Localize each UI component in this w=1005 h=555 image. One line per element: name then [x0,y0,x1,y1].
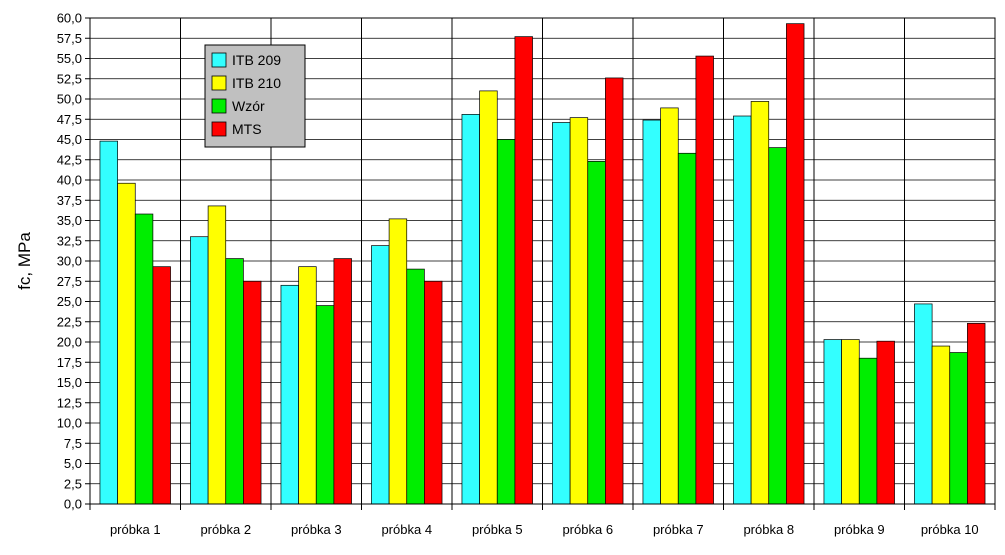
y-tick-label: 22,5 [57,314,82,329]
legend-swatch [211,121,227,137]
y-tick-label: 5,0 [64,456,82,471]
y-tick-label: 55,0 [57,51,82,66]
bar-mts-6 [605,77,624,505]
y-tick-label: 15,0 [57,375,82,390]
y-tick-label: 25,0 [57,294,82,309]
y-tick-label: 32,5 [57,233,82,248]
legend: ITB 209 ITB 210 Wzór MTS [204,44,306,148]
bar-itb-210-6 [569,117,589,505]
legend-swatch [211,75,227,91]
y-tick-label: 35,0 [57,213,82,228]
bar-mts-8 [786,23,805,505]
x-tick-label: próbka 10 [921,522,979,537]
x-tick-label: próbka 5 [472,522,523,537]
y-tick-label: 10,0 [57,416,82,431]
bar-mts-4 [424,280,443,505]
bar-mts-2 [243,280,262,505]
bar-mts-7 [695,55,714,505]
bar-mts-1 [152,266,171,505]
y-tick-label: 42,5 [57,152,82,167]
y-tick-labels: 0,0 2,5 5,0 7,5 10,0 12,5 15,0 17,5 20,0 22,5 25,0… [57,11,82,512]
bar-itb-210-7 [660,107,679,505]
bar-wz-r-2 [225,258,244,505]
legend-swatch [211,52,227,68]
bar-mts-10 [967,323,986,505]
y-tick-label: 47,5 [57,112,82,127]
bar-itb-209-9 [823,339,842,505]
bar-itb-209-8 [733,115,752,505]
bar-itb-210-10 [931,345,951,505]
bar-itb-209-3 [280,284,299,505]
bar-itb-210-5 [479,90,498,505]
bar-itb-209-7 [642,119,661,505]
y-axis-label: fc, MPa [15,232,34,290]
bar-wz-r-5 [496,139,516,505]
y-tick-label: 45,0 [57,132,82,147]
y-tick-label: 30,0 [57,254,82,269]
legend-entry: ITB 209 [232,52,281,68]
y-tick-label: 2,5 [64,476,82,491]
bar-wz-r-4 [406,268,425,505]
bar-mts-9 [876,340,895,505]
bar-wz-r-7 [677,152,697,505]
x-tick-label: próbka 1 [110,522,161,537]
plot-frame [89,17,996,510]
y-tick-label: 12,5 [57,395,82,410]
y-tick-label: 60,0 [57,11,82,26]
bar-mts-5 [514,36,533,505]
bar-itb-209-5 [461,114,480,505]
legend-entry: ITB 210 [232,75,281,91]
y-tick-label: 20,0 [57,335,82,350]
bars [99,23,986,505]
bar-itb-209-6 [552,122,571,505]
y-tick-label: 40,0 [57,173,82,188]
y-tick-label: 50,0 [57,92,82,107]
x-tick-label: próbka 3 [291,522,342,537]
x-tick-label: próbka 4 [381,522,432,537]
y-tick-label: 37,5 [57,193,82,208]
y-tick-label: 52,5 [57,71,82,86]
bar-itb-210-9 [841,339,860,505]
x-tick-label: próbka 7 [653,522,704,537]
bar-itb-210-4 [388,218,408,505]
bar-mts-3 [333,258,352,505]
bar-itb-209-2 [190,236,209,505]
bar-itb-209-10 [914,303,933,505]
bar-wz-r-6 [587,161,606,505]
bar-wz-r-10 [949,352,968,505]
y-tick-label: 17,5 [57,355,82,370]
bar-wz-r-3 [315,305,335,505]
legend-entry: Wzór [232,98,265,114]
bar-wz-r-9 [858,357,878,505]
x-tick-label: próbka 9 [834,522,885,537]
legend-entry: MTS [232,121,262,137]
x-tick-label: próbka 8 [743,522,794,537]
y-tick-label: 0,0 [64,497,82,512]
bar-itb-210-2 [207,205,227,505]
bar-itb-210-8 [750,101,770,505]
x-tick-label: próbka 2 [200,522,251,537]
x-tick-labels: próbka 1 próbka 2 próbka 3 próbka 4 próbka 5… [110,522,979,537]
x-tick-label: próbka 6 [562,522,613,537]
bar-itb-209-1 [99,140,118,505]
legend-swatch [211,98,227,114]
bar-wz-r-8 [768,147,787,505]
bar-itb-209-4 [371,245,390,505]
y-tick-label: 57,5 [57,31,82,46]
y-tick-label: 27,5 [57,274,82,289]
bar-itb-210-3 [298,266,317,505]
y-tick-label: 7,5 [64,436,82,451]
bar-wz-r-1 [134,213,154,505]
bar-itb-210-1 [117,182,136,505]
